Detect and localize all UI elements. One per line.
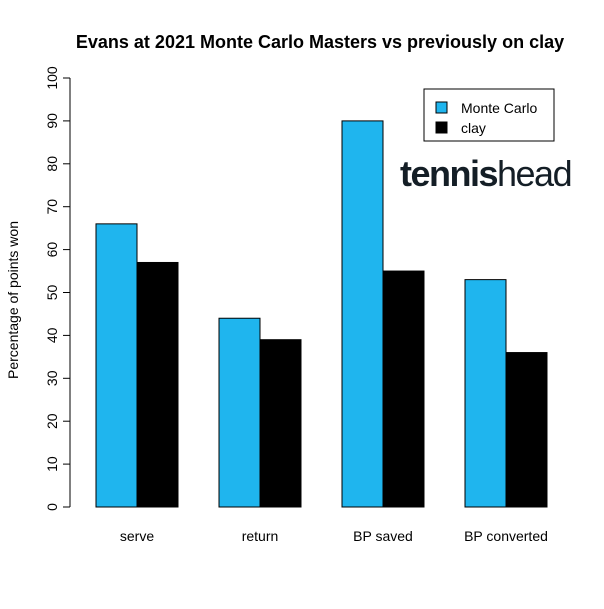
x-category-label: BP converted xyxy=(464,528,548,544)
legend-swatch xyxy=(435,121,448,134)
y-tick-label: 10 xyxy=(44,456,60,472)
legend-swatch xyxy=(435,101,448,114)
y-axis: 0 10 20 30 40 50 60 70 80 90 100 xyxy=(44,66,71,511)
bar-monte-carlo-bp-saved xyxy=(341,120,384,508)
tennishead-logo: tennishead xyxy=(400,153,573,194)
y-tick-label: 100 xyxy=(44,66,60,90)
x-category-label: serve xyxy=(120,528,154,544)
bar-clay-return xyxy=(259,339,302,508)
y-tick-label: 40 xyxy=(44,327,60,343)
logo-text-bold: tennis xyxy=(400,153,497,194)
y-tick-label: 30 xyxy=(44,370,60,386)
legend: Monte Carlo clay xyxy=(423,88,555,142)
bars xyxy=(95,120,548,508)
bar-monte-carlo-bp-converted xyxy=(464,279,507,508)
y-tick-label: 90 xyxy=(44,113,60,129)
chart-title: Evans at 2021 Monte Carlo Masters vs pre… xyxy=(76,32,564,52)
logo-text-light: head xyxy=(497,153,571,194)
bar-clay-serve xyxy=(136,261,179,508)
bar-monte-carlo-return xyxy=(218,317,261,508)
bar-clay-bp-converted xyxy=(505,352,548,508)
x-category-labels: serve return BP saved BP converted xyxy=(120,528,548,544)
svg-text:tennishead: tennishead xyxy=(400,153,571,194)
bar-clay-bp-saved xyxy=(382,270,425,508)
x-category-label: BP saved xyxy=(353,528,413,544)
y-axis-title: Percentage of points won xyxy=(5,221,21,379)
y-tick-label: 80 xyxy=(44,156,60,172)
y-tick-label: 50 xyxy=(44,285,60,301)
legend-label: clay xyxy=(461,120,486,136)
y-tick-label: 0 xyxy=(44,503,60,511)
y-tick-label: 70 xyxy=(44,199,60,215)
legend-label: Monte Carlo xyxy=(461,100,537,116)
y-tick-label: 20 xyxy=(44,413,60,429)
x-category-label: return xyxy=(242,528,279,544)
bar-monte-carlo-serve xyxy=(95,223,138,508)
y-tick-label: 60 xyxy=(44,242,60,258)
